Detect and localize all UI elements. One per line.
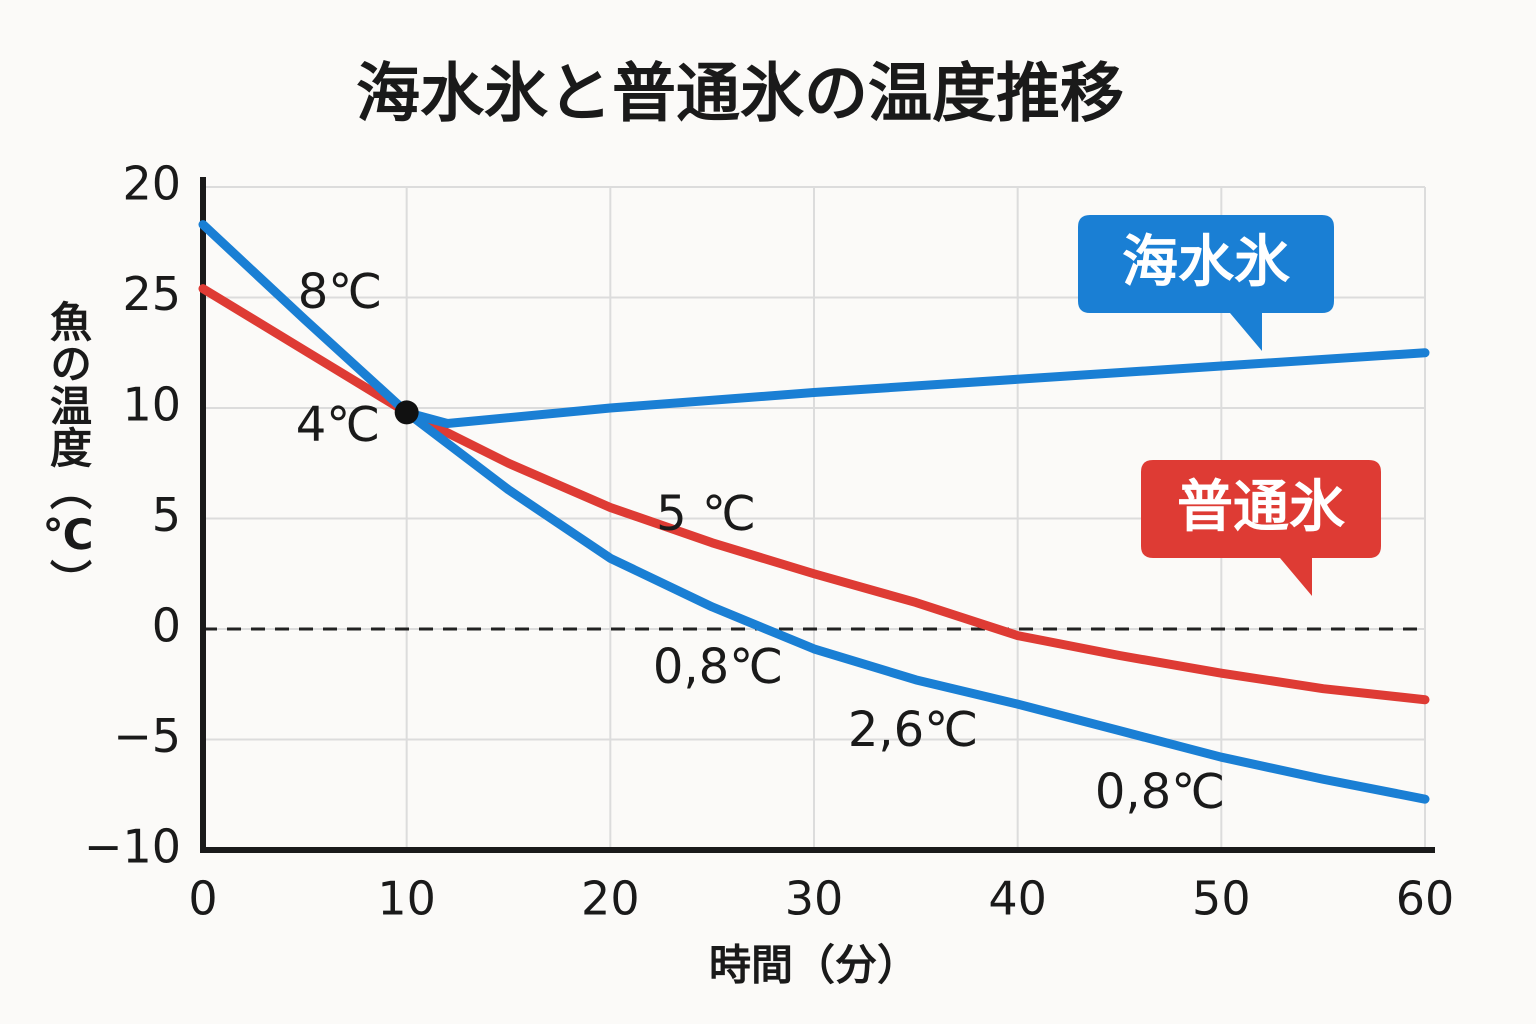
y-tick-label: 20 xyxy=(122,157,181,211)
chart-title: 海水氷と普通氷の温度推移 xyxy=(356,58,1124,132)
x-tick-label: 40 xyxy=(988,872,1047,926)
line xyxy=(198,220,1430,428)
line xyxy=(402,407,1430,804)
x-axis-label: 時間（分） xyxy=(709,941,919,990)
annotation: 5 ℃ xyxy=(656,486,756,542)
annotation: 0,8℃ xyxy=(653,639,783,695)
legend-label: 普通氷 xyxy=(1177,475,1345,540)
legend-callout xyxy=(1141,460,1381,596)
x-tick-label: 10 xyxy=(377,872,436,926)
x-tick-label: 0 xyxy=(188,872,217,926)
y-axis-label: 魚の温度（℃） xyxy=(44,300,93,601)
annotation: 4℃ xyxy=(296,397,380,453)
y-tick-label: 10 xyxy=(122,378,181,432)
annotation: 0,8℃ xyxy=(1095,764,1225,820)
x-tick-label: 30 xyxy=(785,872,844,926)
annotation: 2,6℃ xyxy=(848,702,978,758)
y-tick-label: 5 xyxy=(152,488,181,542)
x-tick-label: 60 xyxy=(1396,872,1455,926)
y-tick-label: 0 xyxy=(152,599,181,653)
highlight-point xyxy=(394,400,419,425)
x-tick-label: 20 xyxy=(581,872,640,926)
x-tick-label: 50 xyxy=(1192,872,1251,926)
y-tick-label: −10 xyxy=(84,820,181,874)
annotation: 8℃ xyxy=(298,264,382,320)
legend-label: 海水氷 xyxy=(1122,230,1290,295)
y-tick-label: −5 xyxy=(113,709,181,763)
y-tick-label: 25 xyxy=(122,267,181,321)
legend-callout xyxy=(1078,215,1334,351)
